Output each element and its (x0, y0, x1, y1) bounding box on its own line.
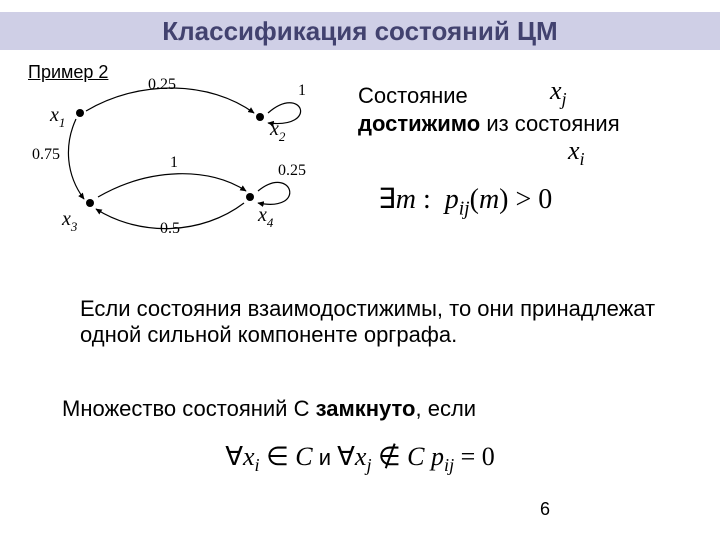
mc-forall2: ∀ (337, 442, 355, 471)
edge-label-x4-x3: 0.5 (160, 220, 180, 237)
edge-label-x1-x3: 0.75 (32, 146, 60, 163)
mc-xj-var: x (355, 442, 367, 471)
math-xi-var: x (568, 136, 580, 165)
mc-C2: C (407, 442, 424, 471)
body2-a: Множество состояний C (62, 396, 316, 421)
math-xj: xj (550, 76, 567, 110)
node-label-x1: x1 (49, 104, 65, 130)
page-number: 6 (540, 499, 550, 520)
title-text: Классификация состояний ЦМ (0, 12, 720, 50)
edge-label-x4-x4: 0.25 (278, 162, 306, 179)
mc-in: ∈ (260, 442, 296, 471)
math-xi-sub: i (580, 149, 585, 169)
edge-label-x1-x2: 0.25 (148, 76, 176, 93)
node-x4 (246, 193, 254, 201)
node-label-x2: x2 (269, 118, 286, 144)
math-xj-sub: j (562, 89, 567, 109)
mc-xi-var: x (243, 442, 255, 471)
mc-C: C (295, 442, 312, 471)
mc-notin: ∉ (372, 442, 408, 471)
edge-label-x2-x2: 1 (298, 82, 306, 99)
node-x2 (256, 113, 264, 121)
node-x1 (76, 109, 84, 117)
body-text-strong-component: Если состояния взаимодостижимы, то они п… (80, 296, 670, 349)
edge-x4-x4 (258, 182, 290, 204)
mc-pij-sub: ij (444, 455, 454, 475)
math-xj-var: x (550, 76, 562, 105)
node-x3 (86, 199, 94, 207)
reachable-text: Состояние достижимо из состояния (358, 82, 698, 137)
mc-forall1: ∀ (225, 442, 243, 471)
node-label-x4: x4 (257, 204, 274, 230)
mc-eq: = 0 (454, 442, 495, 471)
body2-b: , если (415, 396, 476, 421)
edge-label-x3-x4: 1 (170, 154, 178, 171)
body-text-closed-set: Множество состояний C замкнуто, если (62, 396, 662, 422)
body2-bold: замкнуто (316, 396, 416, 421)
math-xi: xi (568, 136, 585, 170)
transition-diagram: 0.25 0.75 1 0.5 1 0.25 x1 x2 x3 x4 (30, 75, 330, 255)
node-label-x3: x3 (61, 208, 78, 234)
reach-line2: из состояния (480, 111, 619, 136)
edge-x3-x4 (98, 174, 246, 197)
slide: Классификация состояний ЦМ Пример 2 0.25… (0, 0, 720, 540)
math-reach-formula: ∃m : pij(m) > 0 (378, 182, 552, 221)
mc-pij: p (431, 442, 444, 471)
math-closed-formula: ∀xi ∈ C и ∀xj ∉ C pij = 0 (0, 442, 720, 476)
edge-x1-x3 (68, 119, 84, 199)
reach-bold: достижимо (358, 111, 480, 136)
mc-and: и (313, 445, 338, 470)
reach-line1: Состояние (358, 83, 468, 108)
